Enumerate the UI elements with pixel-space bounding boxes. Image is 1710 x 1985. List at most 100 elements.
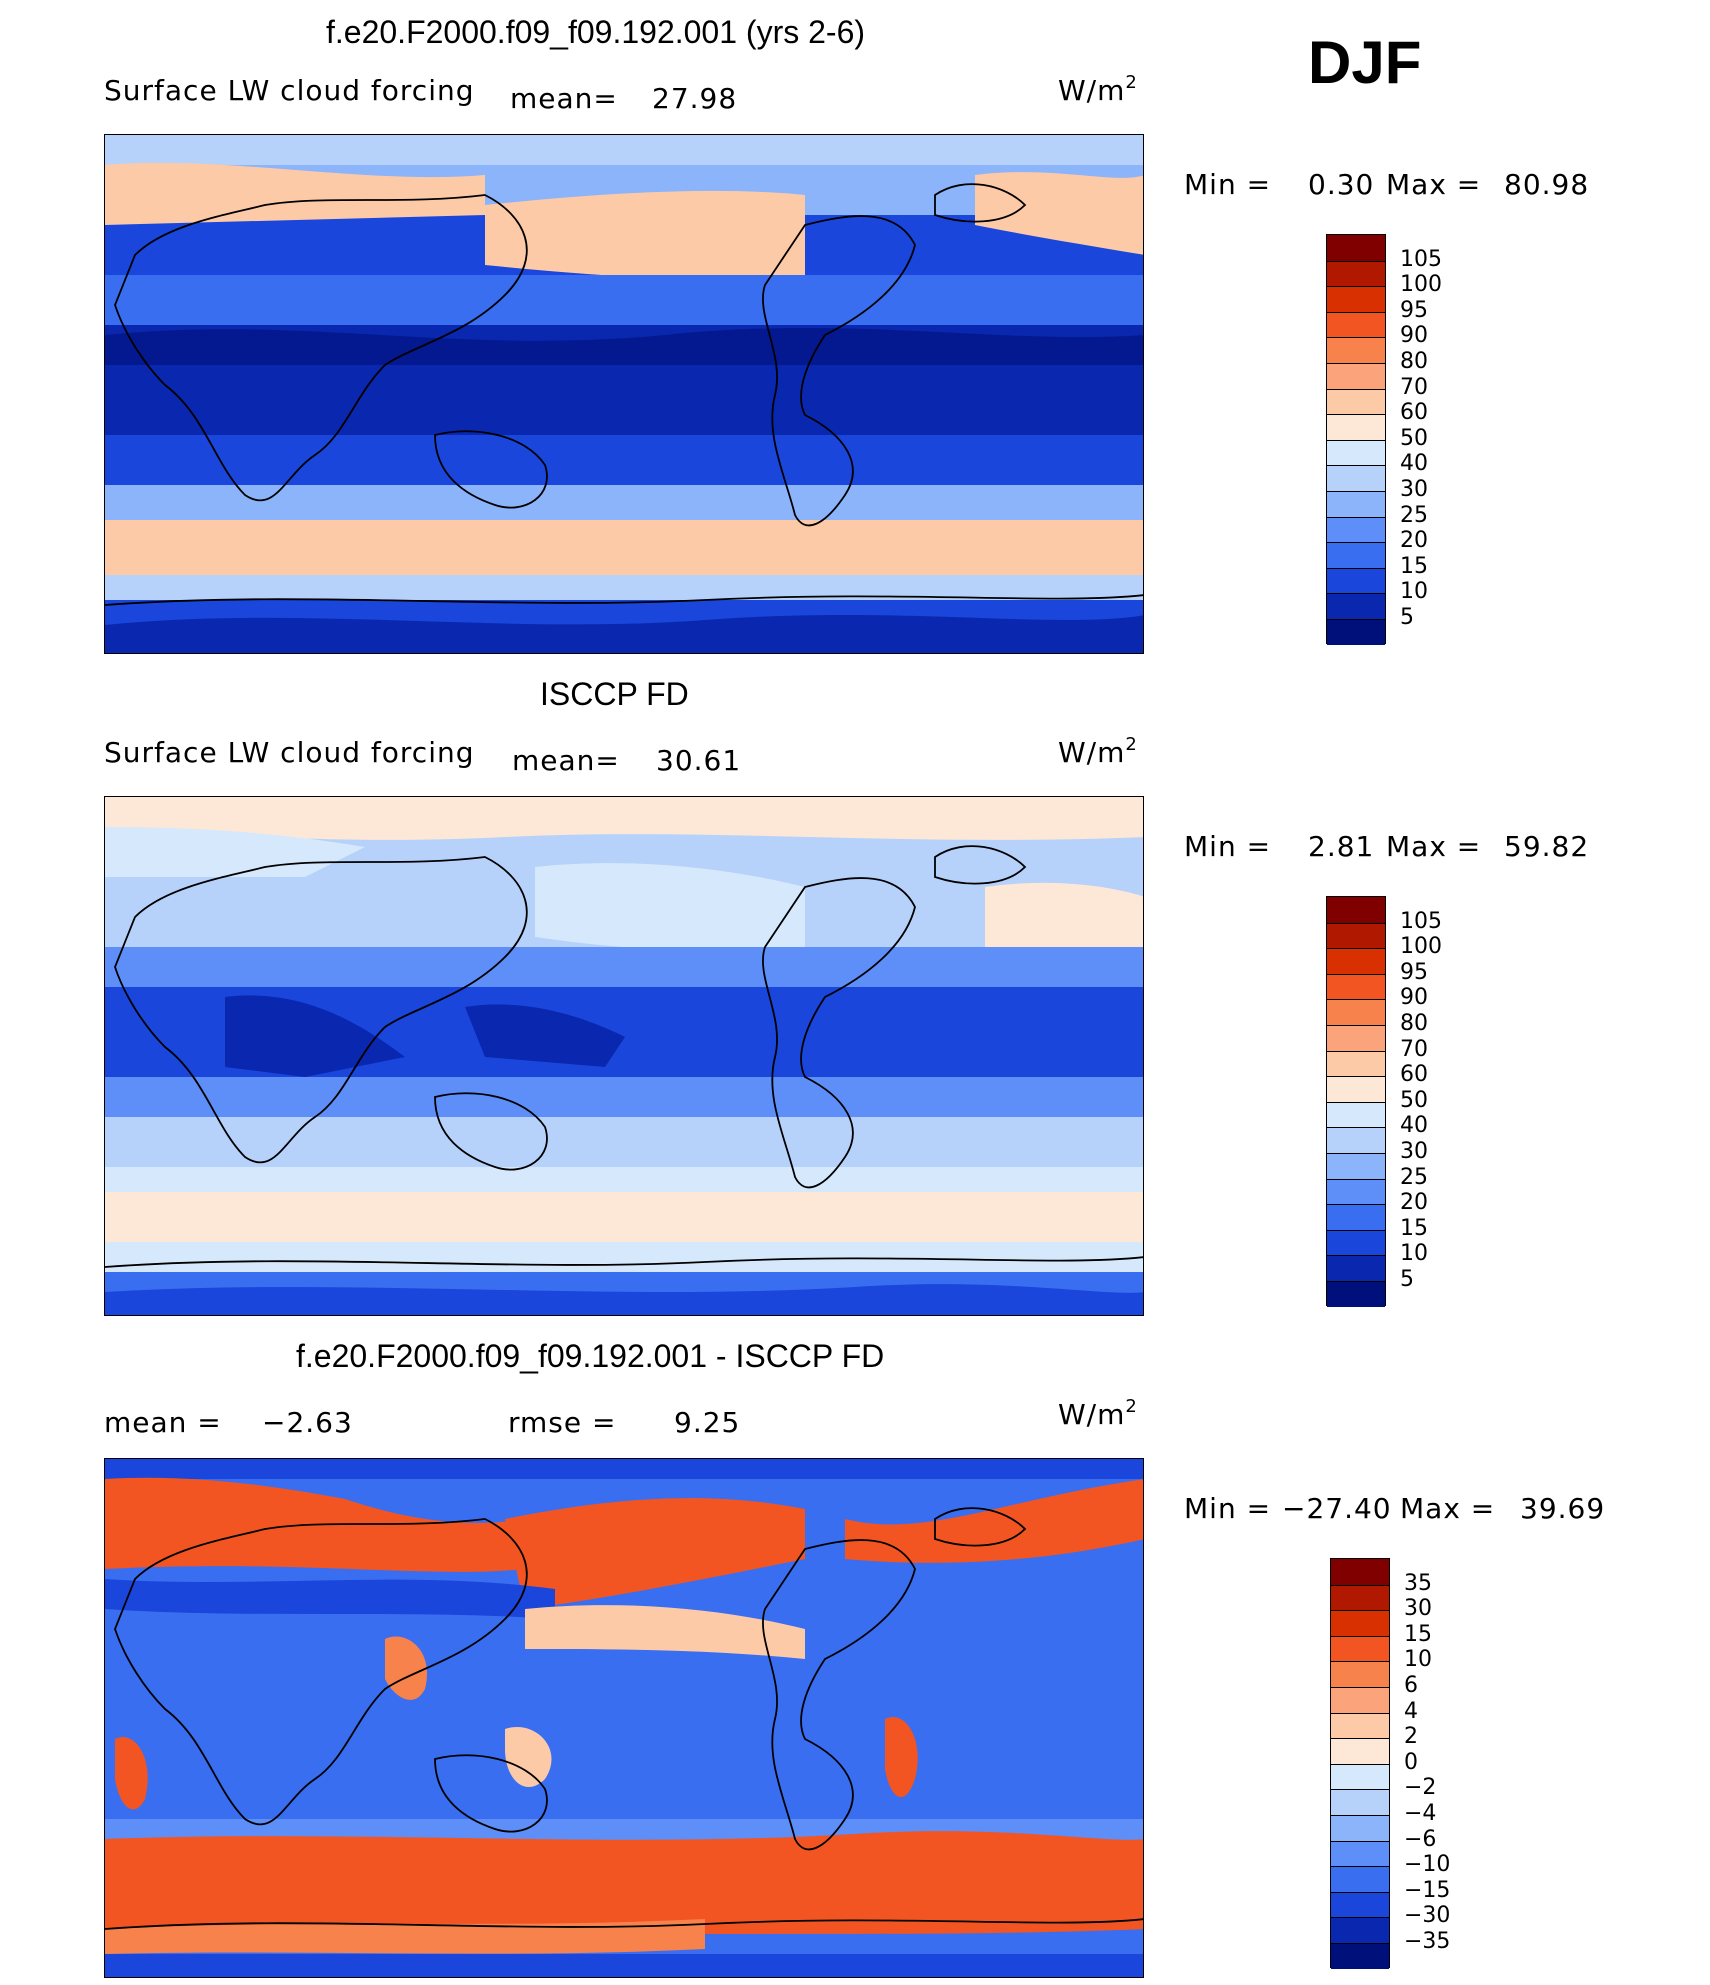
colorbar-tick-label: 30	[1400, 1139, 1428, 1164]
colorbar-tick-label: −15	[1404, 1877, 1451, 1903]
colorbar-box	[1327, 542, 1385, 568]
colorbar-box	[1327, 922, 1385, 949]
panel2-mean-label: mean=	[512, 744, 620, 777]
colorbar-box	[1327, 337, 1385, 363]
colorbar-tick-label: 15	[1404, 1621, 1432, 1647]
panel1-min-label: Min =	[1184, 168, 1272, 201]
colorbar-tick-label: 105	[1400, 246, 1442, 272]
colorbar-tick-label: 30	[1400, 477, 1428, 502]
colorbar-tick-label: 20	[1400, 1190, 1428, 1216]
colorbar-box	[1331, 1635, 1389, 1662]
colorbar-tick-label: −2	[1404, 1775, 1437, 1801]
colorbar-tick-label: 95	[1400, 297, 1428, 323]
panel3-min-label: Min =	[1184, 1492, 1272, 1525]
colorbar-box	[1327, 260, 1385, 287]
colorbar-box	[1327, 235, 1385, 261]
colorbar-box	[1327, 1229, 1385, 1256]
colorbar-box	[1327, 1280, 1385, 1307]
panel2-colorbar	[1326, 896, 1386, 1307]
colorbar-box	[1327, 1024, 1385, 1051]
colorbar-tick-label: 90	[1400, 323, 1428, 349]
colorbar-tick-label: 6	[1404, 1673, 1418, 1698]
colorbar-box	[1331, 1661, 1389, 1687]
colorbar-box	[1331, 1610, 1389, 1636]
colorbar-box	[1327, 388, 1385, 415]
colorbar-tick-label: 60	[1400, 400, 1428, 426]
colorbar-tick-label: 5	[1400, 1267, 1414, 1292]
colorbar-tick-label: −35	[1404, 1929, 1451, 1954]
panel3-rmse-label: rmse =	[508, 1406, 617, 1439]
panel2-mean-value: 30.61	[656, 744, 742, 777]
colorbar-box	[1331, 1917, 1389, 1943]
colorbar-box	[1331, 1789, 1389, 1815]
panel1-title: f.e20.F2000.f09_f09.192.001 (yrs 2-6)	[326, 14, 866, 50]
panel1-units: W/m2	[1058, 72, 1138, 107]
colorbar-tick-label: −4	[1404, 1801, 1437, 1826]
panel3-max-value: 39.69	[1520, 1492, 1606, 1525]
colorbar-box	[1331, 1840, 1389, 1867]
colorbar-tick-label: 35	[1404, 1570, 1432, 1596]
colorbar-box	[1327, 1178, 1385, 1205]
colorbar-tick-label: 70	[1400, 374, 1428, 400]
colorbar-box	[1331, 1866, 1389, 1892]
panel2-title: ISCCP FD	[540, 676, 689, 712]
colorbar-box	[1327, 1152, 1385, 1179]
colorbar-tick-label: 100	[1400, 272, 1442, 298]
colorbar-box	[1327, 465, 1385, 491]
colorbar-tick-label: 20	[1400, 528, 1428, 554]
colorbar-tick-label: 25	[1400, 502, 1428, 528]
colorbar-tick-label: −6	[1404, 1826, 1437, 1852]
panel3-units: W/m2	[1058, 1396, 1138, 1431]
colorbar-box	[1327, 948, 1385, 974]
colorbar-box	[1331, 1686, 1389, 1713]
colorbar-tick-label: 40	[1400, 1113, 1428, 1139]
colorbar-tick-label: 25	[1400, 1164, 1428, 1190]
colorbar-box	[1327, 311, 1385, 338]
colorbar-box	[1327, 1204, 1385, 1230]
colorbar-box	[1327, 439, 1385, 466]
panel1-max-label: Max =	[1386, 168, 1482, 201]
colorbar-tick-label: 15	[1400, 553, 1428, 579]
colorbar-tick-label: 10	[1400, 579, 1428, 605]
colorbar-tick-label: 5	[1400, 605, 1414, 630]
colorbar-box	[1327, 1127, 1385, 1153]
colorbar-box	[1327, 490, 1385, 517]
panel1-colorbar	[1326, 234, 1386, 645]
colorbar-box	[1327, 516, 1385, 543]
panel1-mean-value: 27.98	[652, 82, 738, 115]
colorbar-tick-label: 4	[1404, 1698, 1418, 1724]
colorbar-tick-label: 90	[1400, 985, 1428, 1011]
colorbar-box	[1331, 1891, 1389, 1918]
panel3-rmse-value: 9.25	[674, 1406, 741, 1439]
panel1-max-value: 80.98	[1504, 168, 1590, 201]
panel2-min-value: 2.81	[1308, 830, 1375, 863]
panel1-variable: Surface LW cloud forcing	[104, 74, 475, 107]
colorbar-box	[1327, 286, 1385, 312]
panel3-map	[104, 1458, 1144, 1978]
colorbar-tick-label: 70	[1400, 1036, 1428, 1062]
panel2-map	[104, 796, 1144, 1316]
panel3-max-label: Max =	[1400, 1492, 1496, 1525]
colorbar-tick-label: −10	[1404, 1852, 1451, 1878]
colorbar-box	[1327, 1101, 1385, 1128]
colorbar-tick-label: 2	[1404, 1724, 1418, 1750]
colorbar-tick-label: 60	[1400, 1062, 1428, 1088]
colorbar-tick-label: 50	[1400, 425, 1428, 451]
panel2-units: W/m2	[1058, 734, 1138, 769]
colorbar-tick-label: 10	[1404, 1647, 1432, 1673]
colorbar-box	[1327, 618, 1385, 645]
colorbar-tick-label: 100	[1400, 934, 1442, 960]
colorbar-box	[1331, 1738, 1389, 1764]
panel2-max-value: 59.82	[1504, 830, 1590, 863]
colorbar-tick-label: 105	[1400, 908, 1442, 934]
colorbar-box	[1327, 897, 1385, 923]
colorbar-box	[1331, 1559, 1389, 1585]
season-label: DJF	[1308, 29, 1422, 96]
colorbar-tick-label: 95	[1400, 959, 1428, 985]
panel3-mean-value: −2.63	[262, 1406, 353, 1439]
colorbar-tick-label: 15	[1400, 1215, 1428, 1241]
panel2-min-label: Min =	[1184, 830, 1272, 863]
colorbar-tick-label: −30	[1404, 1903, 1451, 1929]
colorbar-tick-label: 80	[1400, 1011, 1428, 1036]
colorbar-box	[1327, 593, 1385, 619]
